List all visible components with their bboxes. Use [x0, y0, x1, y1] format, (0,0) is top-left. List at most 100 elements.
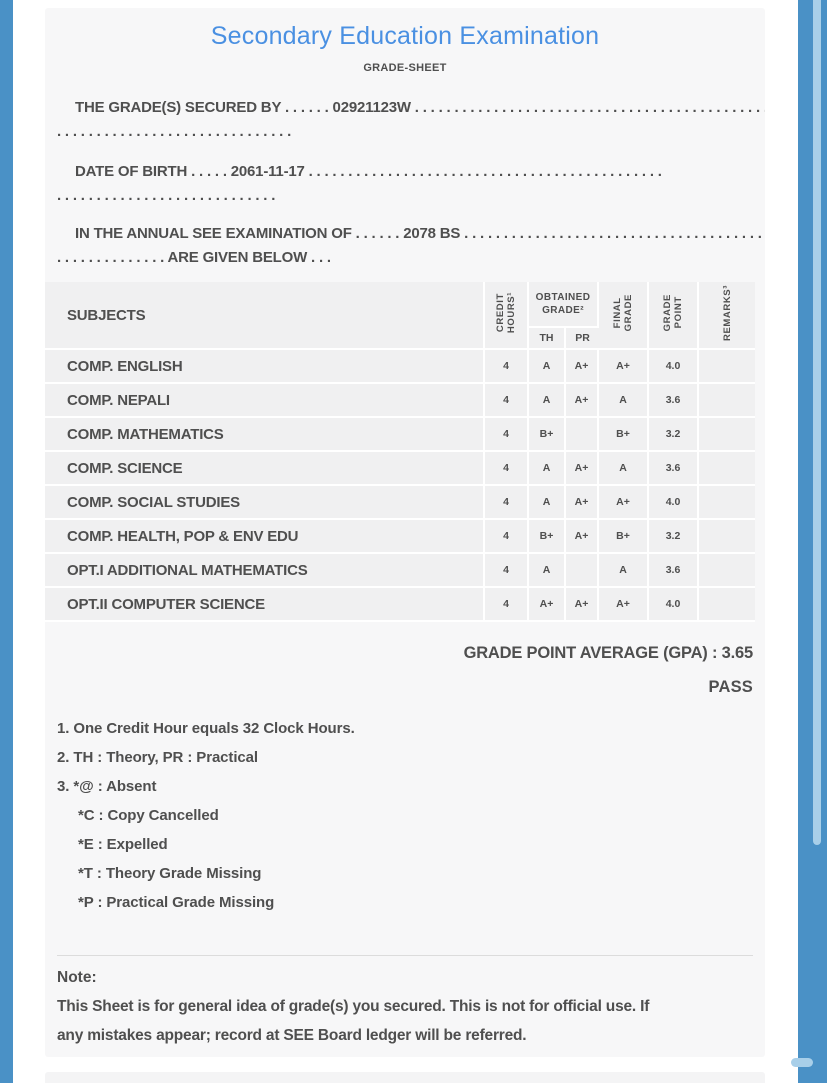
grades-secured-paragraph: THE GRADE(S) SECURED BY . . . . . . 0292… [45, 96, 765, 144]
horizontal-scrollbar-thumb[interactable] [791, 1058, 813, 1067]
cell-final: A [599, 554, 649, 588]
cell-remarks [699, 452, 755, 486]
cell-credit: 4 [485, 588, 529, 622]
cell-remarks [699, 554, 755, 588]
header-grade-point-label: GRADE POINT [662, 293, 684, 332]
cell-th: B+ [529, 418, 566, 452]
left-accent-strip [0, 0, 13, 1083]
cell-subject: OPT.I ADDITIONAL MATHEMATICS [45, 554, 485, 588]
header-grade-point: GRADE POINT [649, 282, 699, 350]
cell-credit: 4 [485, 520, 529, 554]
header-credit-hours: CREDIT HOURS¹ [485, 282, 529, 350]
header-final-grade: FINAL GRADE [599, 282, 649, 350]
cell-pr: A+ [566, 486, 599, 520]
header-subjects: SUBJECTS [45, 282, 485, 350]
date-of-birth-line1: DATE OF BIRTH . . . . . 2061-11-17 . . .… [75, 163, 662, 180]
cell-th: A [529, 350, 566, 384]
footnote-credit-hour: 1. One Credit Hour equals 32 Clock Hours… [57, 720, 355, 737]
table-row: OPT.II COMPUTER SCIENCE 4 A+ A+ A+ 4.0 [45, 588, 755, 622]
table-row: COMP. MATHEMATICS 4 B+ B+ 3.2 [45, 418, 755, 452]
cell-subject: COMP. NEPALI [45, 384, 485, 418]
cell-pr: A+ [566, 350, 599, 384]
footnote-practical-missing: *P : Practical Grade Missing [78, 894, 275, 911]
header-credit-hours-label: CREDIT HOURS¹ [495, 291, 517, 334]
cell-credit: 4 [485, 350, 529, 384]
cell-pr: A+ [566, 520, 599, 554]
cell-subject: COMP. SCIENCE [45, 452, 485, 486]
cell-point: 3.6 [649, 384, 699, 418]
cell-th: A [529, 452, 566, 486]
gpa-line: GRADE POINT AVERAGE (GPA) : 3.65 [45, 640, 765, 666]
cell-final: A+ [599, 486, 649, 520]
cell-th: A [529, 554, 566, 588]
cell-th: B+ [529, 520, 566, 554]
cell-point: 4.0 [649, 486, 699, 520]
cell-final: B+ [599, 418, 649, 452]
cell-final: A+ [599, 588, 649, 622]
examination-line1: IN THE ANNUAL SEE EXAMINATION OF . . . .… [75, 225, 765, 242]
cell-credit: 4 [485, 486, 529, 520]
gpa-value: 3.65 [721, 644, 754, 662]
cell-point: 4.0 [649, 588, 699, 622]
footnote-th-pr: 2. TH : Theory, PR : Practical [57, 749, 258, 766]
cell-credit: 4 [485, 554, 529, 588]
cell-point: 3.6 [649, 554, 699, 588]
page-subtitle: GRADE-SHEET [363, 62, 447, 74]
cell-subject: COMP. SOCIAL STUDIES [45, 486, 485, 520]
cell-subject: OPT.II COMPUTER SCIENCE [45, 588, 485, 622]
examination-line2: . . . . . . . . . . . . . . ARE GIVEN BE… [57, 249, 331, 266]
footnote-copy-cancelled: *C : Copy Cancelled [78, 807, 219, 824]
cell-credit: 4 [485, 452, 529, 486]
cell-credit: 4 [485, 384, 529, 418]
header-pr: PR [566, 328, 599, 350]
header-remarks: REMARKS³ [699, 282, 755, 350]
cell-final: B+ [599, 520, 649, 554]
cell-remarks [699, 520, 755, 554]
cell-subject: COMP. ENGLISH [45, 350, 485, 384]
grades-secured-line1: THE GRADE(S) SECURED BY . . . . . . 0292… [75, 99, 765, 116]
cell-final: A [599, 384, 649, 418]
cell-remarks [699, 486, 755, 520]
footnote-expelled: *E : Expelled [78, 836, 168, 853]
note-label: Note: [57, 969, 97, 986]
cell-pr: A+ [566, 452, 599, 486]
grades-table: SUBJECTS CREDIT HOURS¹ OBTAINED GRADE² F… [45, 282, 755, 622]
table-row: COMP. HEALTH, POP & ENV EDU 4 B+ A+ B+ 3.2 [45, 520, 755, 554]
table-row: OPT.I ADDITIONAL MATHEMATICS 4 A A 3.6 [45, 554, 755, 588]
note-line1: This Sheet is for general idea of grade(… [57, 998, 650, 1015]
table-row: COMP. NEPALI 4 A A+ A 3.6 [45, 384, 755, 418]
cell-th: A [529, 486, 566, 520]
page-scrollbar-track[interactable] [798, 0, 827, 1083]
cell-pr: A+ [566, 588, 599, 622]
header-obtained-grade: OBTAINED GRADE² [529, 282, 599, 328]
cell-point: 3.6 [649, 452, 699, 486]
cell-th: A [529, 384, 566, 418]
cell-remarks [699, 418, 755, 452]
vertical-scrollbar-thumb[interactable] [813, 0, 821, 845]
cell-remarks [699, 350, 755, 384]
examination-paragraph: IN THE ANNUAL SEE EXAMINATION OF . . . .… [45, 222, 765, 270]
header-remarks-label: REMARKS³ [721, 284, 733, 341]
cell-final: A [599, 452, 649, 486]
cell-point: 4.0 [649, 350, 699, 384]
cell-final: A+ [599, 350, 649, 384]
cell-subject: COMP. HEALTH, POP & ENV EDU [45, 520, 485, 554]
cell-remarks [699, 588, 755, 622]
table-row: COMP. SOCIAL STUDIES 4 A A+ A+ 4.0 [45, 486, 755, 520]
cell-remarks [699, 384, 755, 418]
date-of-birth-paragraph: DATE OF BIRTH . . . . . 2061-11-17 . . .… [45, 160, 765, 208]
table-row: COMP. ENGLISH 4 A A+ A+ 4.0 [45, 350, 755, 384]
subject-rows: COMP. ENGLISH 4 A A+ A+ 4.0 COMP. NEPALI 4 A A+ A 3… [45, 350, 755, 622]
cell-pr [566, 554, 599, 588]
footnote-theory-missing: *T : Theory Grade Missing [78, 865, 262, 882]
cell-point: 3.2 [649, 520, 699, 554]
cell-pr: A+ [566, 384, 599, 418]
cell-th: A+ [529, 588, 566, 622]
grade-sheet-card: Secondary Education Examination GRADE-SH… [45, 8, 765, 1057]
header-th: TH [529, 328, 566, 350]
result-status: PASS [708, 678, 753, 696]
next-card-sliver [45, 1072, 765, 1083]
note-line2: any mistakes appear; record at SEE Board… [57, 1027, 527, 1044]
gpa-label: GRADE POINT AVERAGE (GPA) : [463, 644, 718, 662]
